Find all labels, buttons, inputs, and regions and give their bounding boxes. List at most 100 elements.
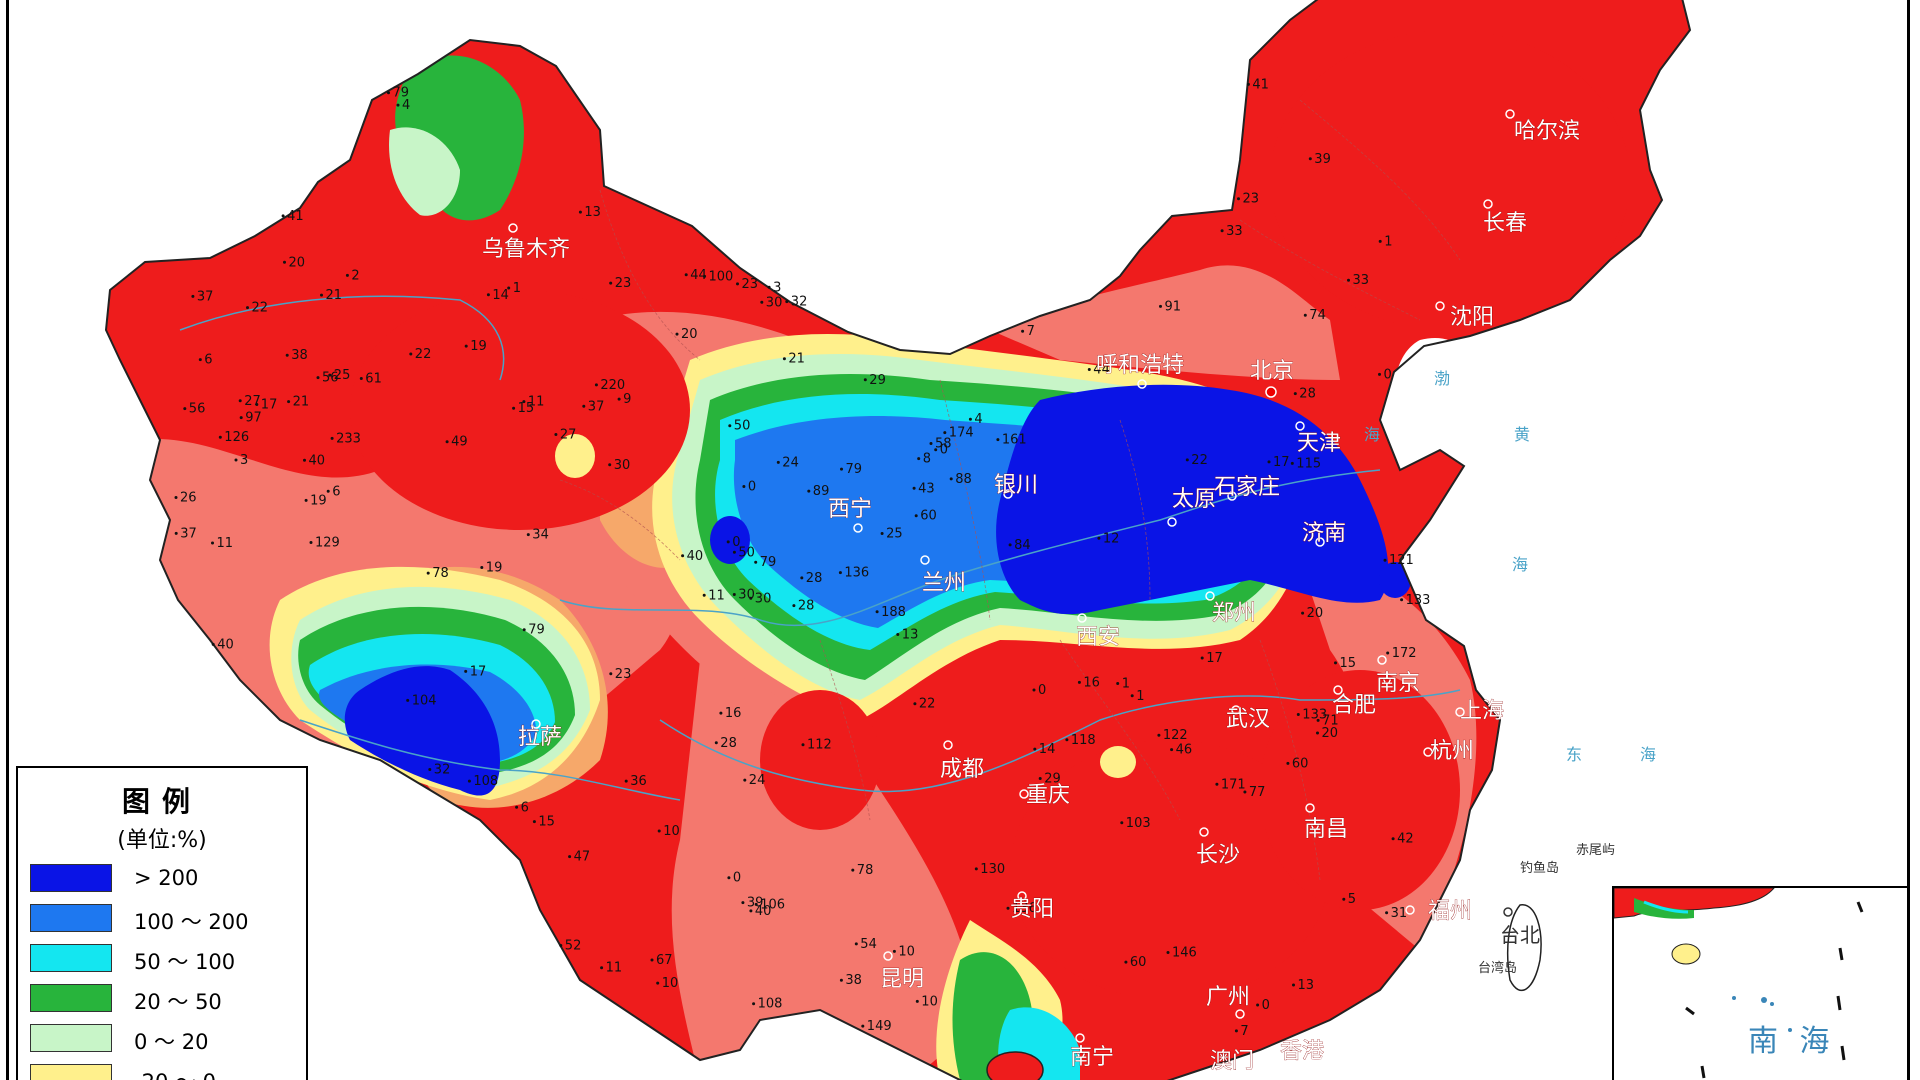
station-value: 115 bbox=[1296, 456, 1321, 471]
station-value: 104 bbox=[412, 693, 437, 708]
inset-zone-cyan bbox=[1643, 900, 1689, 914]
station-value: 11 bbox=[217, 536, 234, 551]
station-dot bbox=[657, 829, 661, 833]
station-dot bbox=[326, 489, 330, 493]
station-value: 40 bbox=[755, 904, 772, 919]
station-dot bbox=[507, 286, 511, 290]
station-dot bbox=[752, 1002, 756, 1006]
station-value: 79 bbox=[393, 86, 410, 101]
station-value: 37 bbox=[197, 289, 214, 304]
svg-text:济南: 济南 bbox=[1302, 521, 1346, 546]
station-dot bbox=[949, 477, 953, 481]
station-dot bbox=[594, 383, 598, 387]
inset-label: 南 海 bbox=[1748, 1024, 1836, 1059]
station-value: 16 bbox=[725, 706, 742, 721]
station-dot bbox=[617, 397, 621, 401]
station-value: 60 bbox=[920, 509, 937, 524]
svg-text:拉萨: 拉萨 bbox=[518, 725, 562, 750]
station-value: 37 bbox=[588, 399, 605, 414]
station-dot bbox=[526, 533, 530, 537]
city-taipei: 台北 bbox=[1500, 907, 1540, 947]
legend-title: 图例 bbox=[121, 785, 202, 818]
station-value: 108 bbox=[473, 774, 498, 789]
station-dot bbox=[914, 514, 918, 518]
station-value: 10 bbox=[662, 976, 679, 991]
station-value: 0 bbox=[1384, 367, 1392, 382]
zone-lightgreen-altai bbox=[389, 127, 460, 216]
svg-text:贵阳: 贵阳 bbox=[1010, 897, 1054, 922]
station-value: 40 bbox=[309, 453, 326, 468]
svg-text:合肥: 合肥 bbox=[1332, 693, 1376, 718]
station-dot bbox=[239, 416, 243, 420]
station-value: 25 bbox=[334, 368, 351, 383]
city-changchun: 长春 bbox=[1483, 199, 1527, 236]
station-value: 21 bbox=[293, 395, 310, 410]
station-value: 23 bbox=[615, 667, 632, 682]
station-value: 21 bbox=[326, 288, 343, 303]
station-dot bbox=[522, 628, 526, 632]
legend-item: 50 ～ 100 bbox=[30, 944, 300, 974]
station-value: 23 bbox=[1243, 192, 1260, 207]
svg-text:南昌: 南昌 bbox=[1304, 817, 1348, 842]
island-labels: 钓鱼岛 赤尾屿 台湾岛 bbox=[1478, 843, 1615, 976]
station-value: 20 bbox=[681, 327, 698, 342]
sea-label-hai-3: 海 bbox=[1640, 745, 1656, 764]
station-value: 3 bbox=[240, 453, 248, 468]
dash-2 bbox=[1838, 947, 1844, 961]
river-yellow bbox=[559, 469, 1381, 627]
station-dot bbox=[554, 433, 558, 436]
station-value: 129 bbox=[315, 536, 340, 551]
city-macau: 澳门 bbox=[1210, 1049, 1255, 1075]
city-nanchang: 南昌 bbox=[1304, 803, 1348, 842]
station-value: 34 bbox=[532, 528, 549, 543]
city-hangzhou: 杭州 bbox=[1423, 739, 1474, 764]
station-value: 3 bbox=[773, 280, 781, 295]
station-value: 7 bbox=[1027, 324, 1035, 339]
station-dot bbox=[684, 273, 688, 277]
station-value: 78 bbox=[857, 863, 874, 878]
svg-text:香港: 香港 bbox=[1280, 1039, 1324, 1064]
province-borders bbox=[559, 99, 1461, 881]
station-dot bbox=[512, 406, 516, 410]
city-jinan: 济南 bbox=[1302, 521, 1346, 547]
station-value: 27 bbox=[244, 394, 261, 409]
station-value: 14 bbox=[492, 288, 509, 303]
legend-swatch bbox=[30, 1024, 112, 1052]
station-value: 233 bbox=[336, 431, 361, 446]
station-dot bbox=[515, 805, 519, 809]
station-value: 0 bbox=[732, 535, 740, 550]
station-value: 19 bbox=[310, 493, 327, 508]
svg-text:上海: 上海 bbox=[1460, 699, 1504, 724]
station-value: 22 bbox=[919, 697, 936, 712]
city-labels: 乌鲁木齐 哈尔滨 长春 沈阳 呼和浩特 北京 天津 石家庄 太原 银川 西宁 兰… bbox=[482, 109, 1580, 1075]
station-dot bbox=[1077, 680, 1081, 684]
station-dot bbox=[732, 593, 736, 596]
legend-swatch bbox=[30, 1064, 112, 1080]
rivers bbox=[179, 295, 1461, 801]
city-lanzhou: 兰州 bbox=[920, 555, 966, 596]
station-value: 16 bbox=[1083, 675, 1100, 690]
station-dot bbox=[1038, 777, 1042, 780]
station-value: 112 bbox=[807, 738, 832, 753]
station-dot bbox=[328, 373, 332, 377]
station-value: 13 bbox=[1298, 978, 1315, 993]
svg-text:南宁: 南宁 bbox=[1070, 1045, 1114, 1070]
station-value: 41 bbox=[1252, 77, 1269, 92]
station-dot bbox=[943, 431, 947, 435]
station-dot bbox=[934, 448, 938, 452]
legend-label: 20 ～ 50 bbox=[134, 990, 222, 1014]
station-value: 30 bbox=[738, 588, 755, 603]
station-value: 10 bbox=[921, 994, 938, 1009]
station-value: 41 bbox=[287, 209, 304, 224]
station-value: 0 bbox=[1262, 998, 1270, 1013]
station-dot bbox=[345, 273, 349, 277]
city-tianjin: 天津 bbox=[1295, 421, 1341, 456]
station-value: 0 bbox=[1038, 683, 1046, 698]
svg-text:太原: 太原 bbox=[1172, 487, 1216, 512]
station-value: 133 bbox=[1406, 593, 1431, 608]
station-dot bbox=[211, 642, 215, 646]
station-dot bbox=[749, 596, 753, 600]
station-dot bbox=[532, 820, 536, 824]
station-dot bbox=[283, 260, 286, 264]
legend-item: > 200 bbox=[30, 864, 300, 894]
